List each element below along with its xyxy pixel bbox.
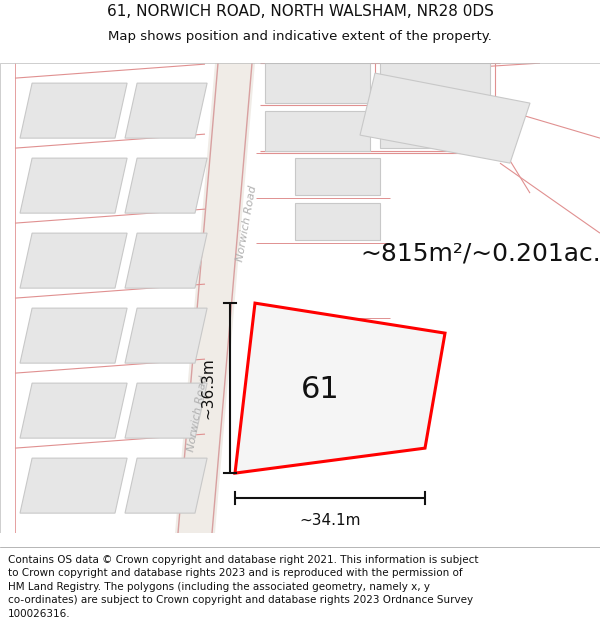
Polygon shape [295, 203, 380, 240]
Text: ~34.1m: ~34.1m [299, 512, 361, 528]
Polygon shape [265, 63, 370, 103]
Text: 61: 61 [301, 375, 340, 404]
Polygon shape [125, 383, 207, 438]
Polygon shape [125, 83, 207, 138]
Text: Norwich Road: Norwich Road [235, 184, 259, 262]
Polygon shape [295, 158, 380, 195]
Polygon shape [20, 308, 127, 363]
Polygon shape [20, 383, 127, 438]
Polygon shape [235, 303, 445, 473]
Polygon shape [125, 308, 207, 363]
Text: ~36.3m: ~36.3m [200, 357, 215, 419]
Polygon shape [20, 83, 127, 138]
Text: 61, NORWICH ROAD, NORTH WALSHAM, NR28 0DS: 61, NORWICH ROAD, NORTH WALSHAM, NR28 0D… [107, 4, 493, 19]
Polygon shape [20, 233, 127, 288]
Polygon shape [380, 63, 490, 103]
Polygon shape [380, 108, 475, 148]
Polygon shape [20, 158, 127, 213]
Polygon shape [20, 458, 127, 513]
Text: Contains OS data © Crown copyright and database right 2021. This information is : Contains OS data © Crown copyright and d… [8, 554, 478, 619]
Polygon shape [260, 323, 360, 358]
Text: Map shows position and indicative extent of the property.: Map shows position and indicative extent… [108, 31, 492, 43]
Text: Norwich Road: Norwich Road [187, 374, 209, 452]
Polygon shape [360, 73, 530, 163]
Polygon shape [125, 158, 207, 213]
Polygon shape [125, 458, 207, 513]
Text: ~815m²/~0.201ac.: ~815m²/~0.201ac. [360, 241, 600, 265]
Polygon shape [265, 111, 370, 151]
Polygon shape [175, 63, 255, 533]
Polygon shape [260, 363, 340, 398]
Polygon shape [125, 233, 207, 288]
